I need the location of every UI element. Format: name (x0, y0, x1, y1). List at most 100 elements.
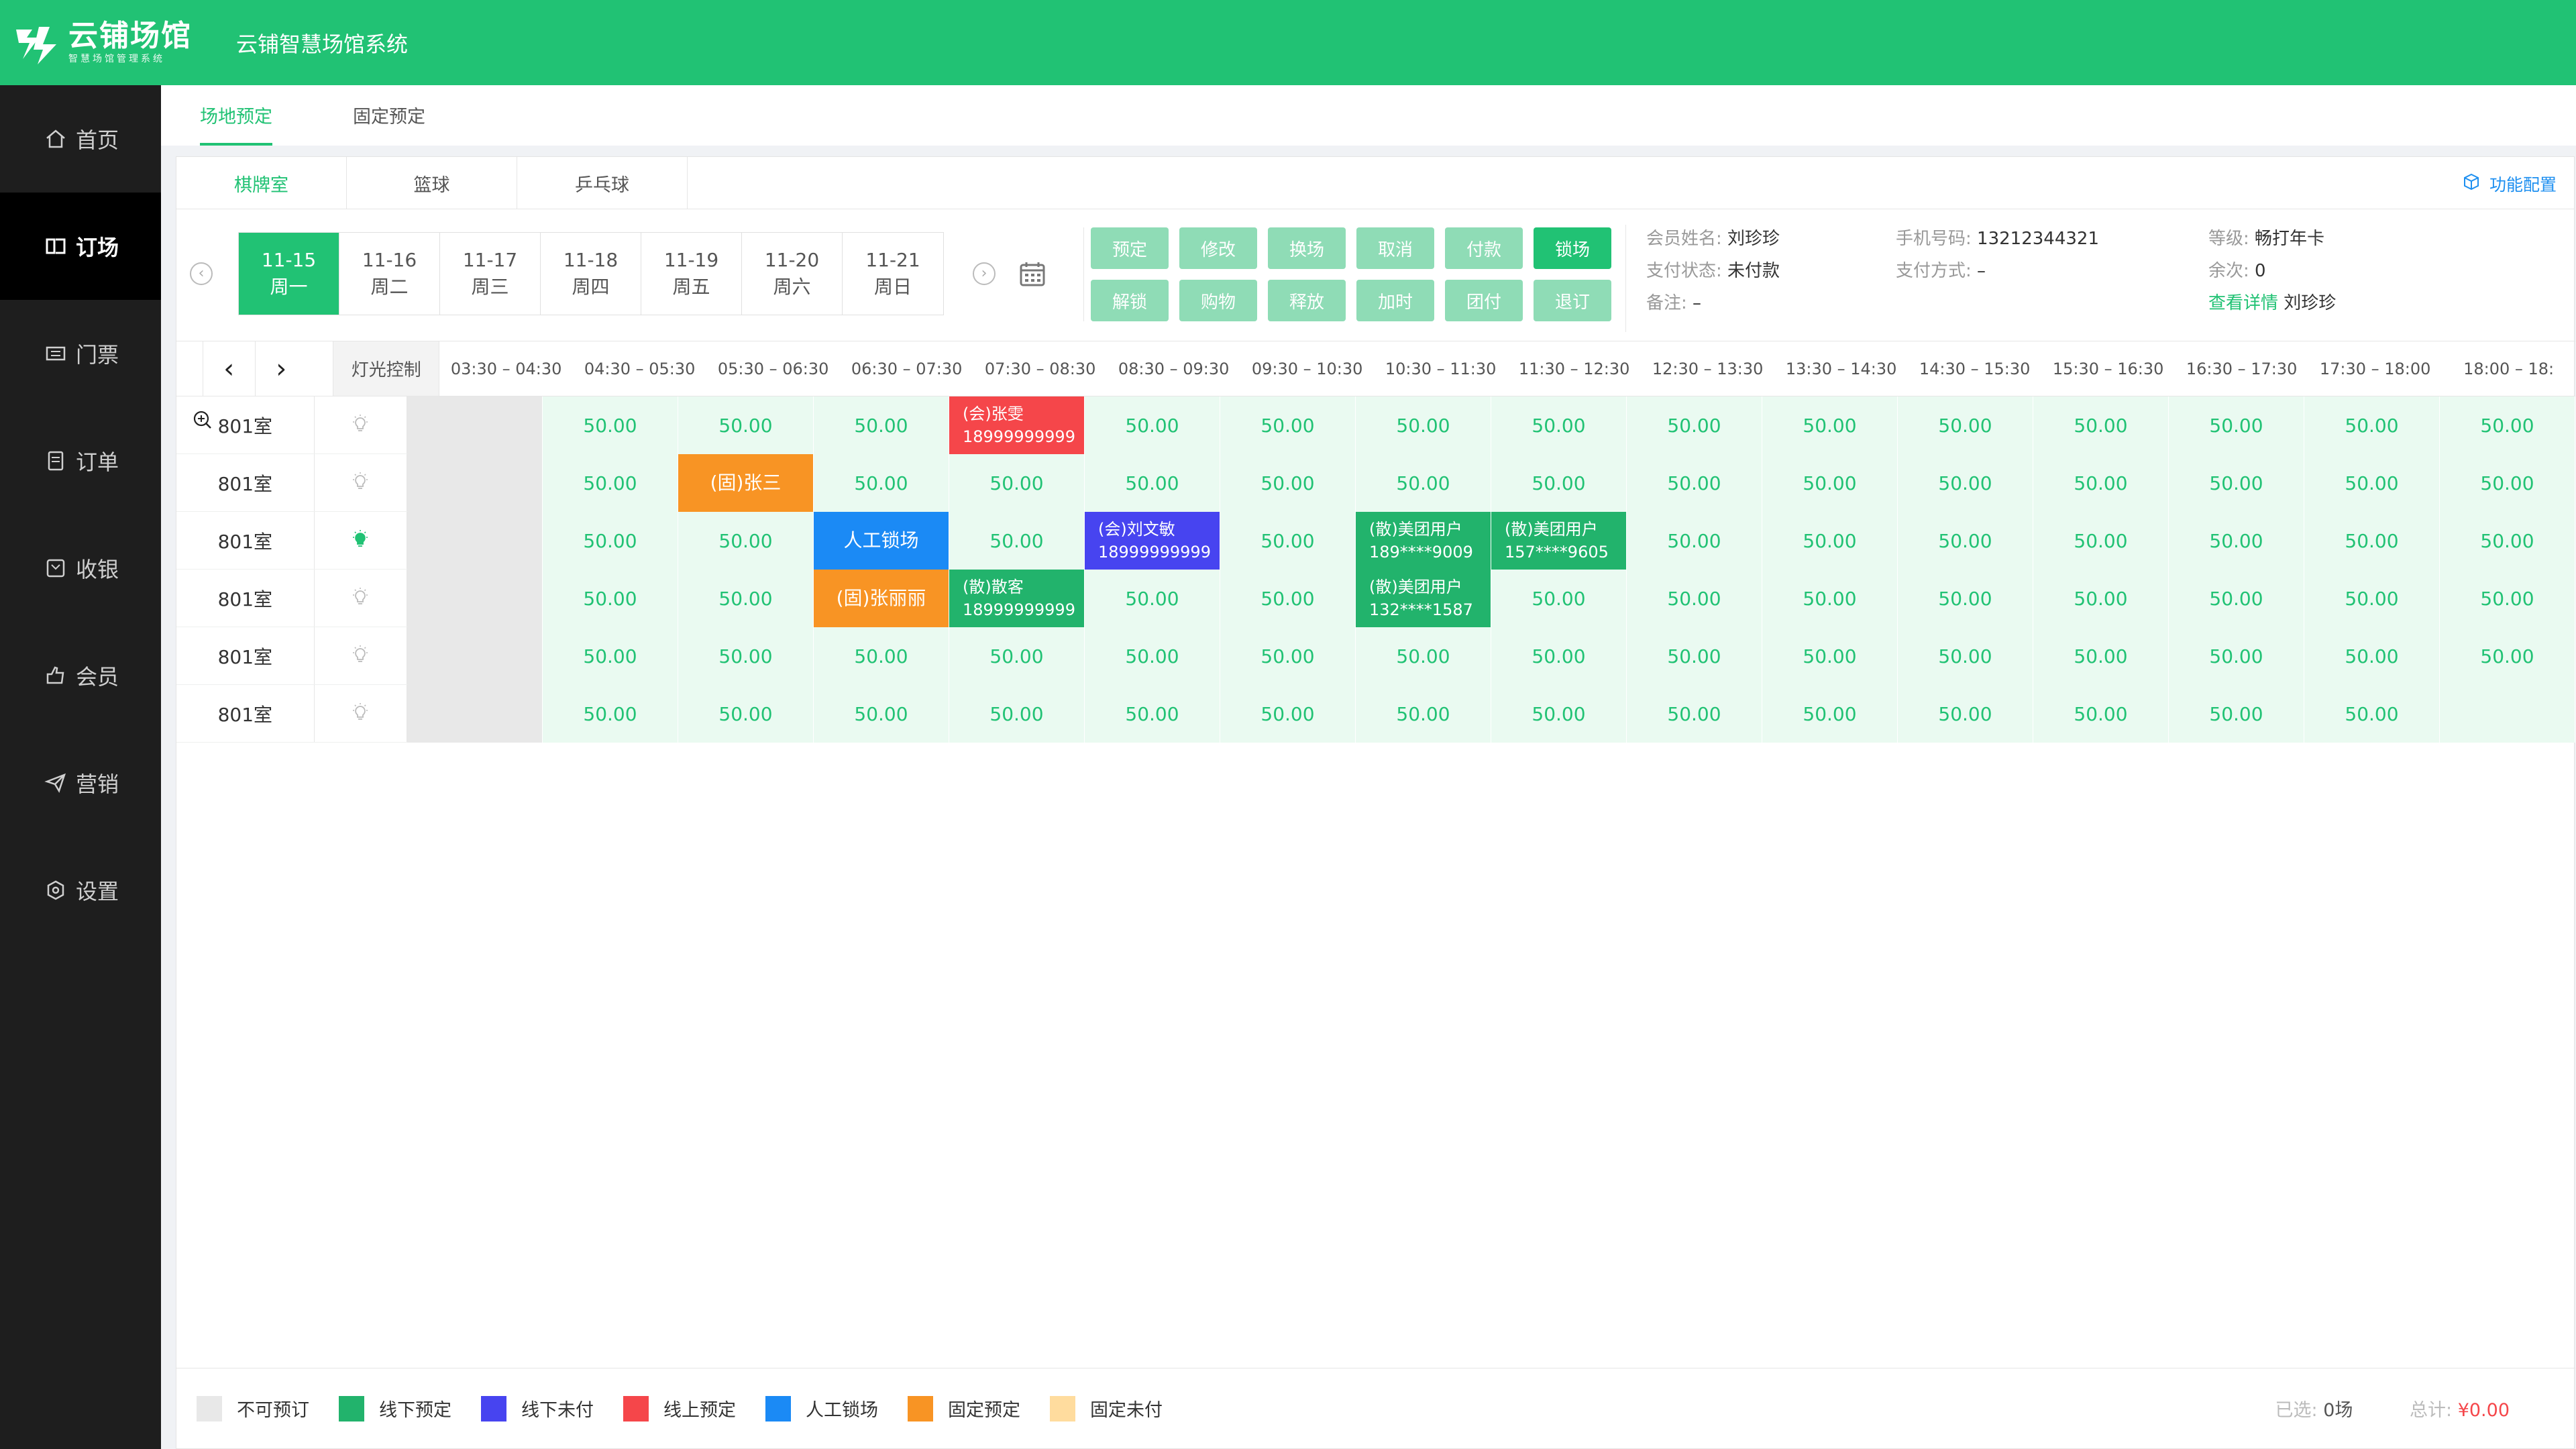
venue-tab-1[interactable]: 篮球 (347, 157, 517, 209)
zoom-in-icon[interactable] (193, 410, 213, 435)
light-toggle[interactable] (315, 512, 407, 569)
action-button[interactable]: 取消 (1356, 227, 1434, 269)
available-slot[interactable]: 50.00 (2304, 396, 2440, 454)
available-slot[interactable]: 50.00 (1627, 685, 1762, 743)
action-button[interactable]: 团付 (1445, 280, 1523, 321)
available-slot[interactable]: 50.00 (2033, 627, 2169, 685)
available-slot[interactable]: 50.00 (814, 685, 949, 743)
venue-tab-0[interactable]: 棋牌室 (176, 157, 347, 209)
action-button[interactable]: 解锁 (1091, 280, 1169, 321)
available-slot[interactable]: 50.00 (1898, 627, 2033, 685)
available-slot[interactable]: 50.00 (2440, 512, 2575, 570)
action-button[interactable]: 购物 (1179, 280, 1257, 321)
available-slot[interactable]: 50.00 (2304, 570, 2440, 627)
booked-slot[interactable]: (散)散客 18999999999 (949, 570, 1085, 627)
available-slot[interactable]: 50.00 (1898, 512, 2033, 570)
sidebar-item-0[interactable]: 首页 (0, 85, 161, 193)
available-slot[interactable]: 50.00 (543, 685, 678, 743)
available-slot[interactable]: 50.00 (2440, 570, 2575, 627)
available-slot[interactable]: 50.00 (1220, 685, 1356, 743)
sidebar-item-3[interactable]: 订单 (0, 407, 161, 515)
available-slot[interactable]: 50.00 (543, 454, 678, 512)
action-button[interactable]: 付款 (1445, 227, 1523, 269)
available-slot[interactable]: 50.00 (1898, 454, 2033, 512)
action-button[interactable]: 加时 (1356, 280, 1434, 321)
action-button[interactable]: 修改 (1179, 227, 1257, 269)
available-slot[interactable]: 50.00 (1762, 454, 1898, 512)
light-toggle[interactable] (315, 685, 407, 742)
available-slot[interactable]: 50.00 (949, 627, 1085, 685)
available-slot[interactable]: 50.00 (2169, 396, 2304, 454)
date-item[interactable]: 11-18 周四 (541, 233, 641, 315)
available-slot[interactable]: 50.00 (1220, 512, 1356, 570)
booked-slot[interactable]: (会)张雯 18999999999 (949, 396, 1085, 454)
scroll-right-button[interactable]: › (254, 341, 307, 396)
available-slot[interactable]: 50.00 (2033, 570, 2169, 627)
available-slot[interactable]: 50.00 (678, 570, 814, 627)
date-item[interactable]: 11-21 周日 (843, 233, 943, 315)
available-slot[interactable]: 50.00 (1491, 454, 1627, 512)
available-slot[interactable]: 50.00 (1627, 512, 1762, 570)
available-slot[interactable]: 50.00 (1085, 396, 1220, 454)
available-slot[interactable]: 50.00 (1762, 396, 1898, 454)
light-toggle[interactable] (315, 396, 407, 453)
available-slot[interactable]: 50.00 (2169, 627, 2304, 685)
sidebar-item-1[interactable]: 订场 (0, 193, 161, 300)
sidebar-item-4[interactable]: 收银 (0, 515, 161, 622)
available-slot[interactable]: 50.00 (2169, 454, 2304, 512)
available-slot[interactable]: 50.00 (2033, 685, 2169, 743)
available-slot[interactable]: 50.00 (2033, 396, 2169, 454)
prev-week-button[interactable]: ‹ (190, 262, 213, 285)
available-slot[interactable]: 50.00 (2304, 685, 2440, 743)
available-slot[interactable]: 50.00 (1085, 627, 1220, 685)
available-slot[interactable]: 50.00 (543, 512, 678, 570)
available-slot[interactable]: 50.00 (1491, 685, 1627, 743)
available-slot[interactable]: 50.00 (1627, 396, 1762, 454)
available-slot[interactable]: 50.00 (2440, 454, 2575, 512)
available-slot[interactable]: 50.00 (1356, 627, 1491, 685)
sidebar-item-6[interactable]: 营销 (0, 729, 161, 837)
available-slot[interactable]: 50.00 (1220, 454, 1356, 512)
available-slot[interactable]: 50.00 (1356, 454, 1491, 512)
date-item[interactable]: 11-15 周一 (239, 233, 339, 315)
sidebar-item-2[interactable]: 门票 (0, 300, 161, 407)
available-slot[interactable]: 50.00 (1627, 454, 1762, 512)
available-slot[interactable]: 50.00 (949, 454, 1085, 512)
venue-tab-2[interactable]: 乒乓球 (517, 157, 688, 209)
available-slot[interactable]: 50.00 (949, 512, 1085, 570)
available-slot[interactable]: 50.00 (814, 454, 949, 512)
light-toggle[interactable] (315, 570, 407, 627)
available-slot[interactable]: 50.00 (1085, 454, 1220, 512)
available-slot[interactable]: 50.00 (1220, 570, 1356, 627)
booked-slot[interactable]: (散)美团用户 132****1587 (1356, 570, 1491, 627)
available-slot[interactable]: 50.00 (1491, 396, 1627, 454)
action-button[interactable]: 换场 (1268, 227, 1346, 269)
booked-slot[interactable]: (散)美团用户 189****9009 (1356, 512, 1491, 570)
available-slot[interactable]: 50.00 (543, 627, 678, 685)
available-slot[interactable]: 50.00 (1762, 570, 1898, 627)
action-button[interactable]: 释放 (1268, 280, 1346, 321)
available-slot[interactable]: 50.00 (2440, 396, 2575, 454)
booked-slot[interactable]: 人工锁场 (814, 512, 949, 570)
action-button[interactable]: 预定 (1091, 227, 1169, 269)
available-slot[interactable]: 50.00 (1085, 685, 1220, 743)
available-slot[interactable]: 50.00 (1220, 396, 1356, 454)
available-slot[interactable]: 50.00 (678, 627, 814, 685)
action-button[interactable]: 退订 (1534, 280, 1611, 321)
available-slot[interactable]: 50.00 (2169, 570, 2304, 627)
available-slot[interactable]: 50.00 (1898, 685, 2033, 743)
sidebar-item-5[interactable]: 会员 (0, 622, 161, 729)
booked-slot[interactable]: (会)刘文敏 18999999999 (1085, 512, 1220, 570)
available-slot[interactable]: 50.00 (543, 570, 678, 627)
available-slot[interactable]: 50.00 (1491, 627, 1627, 685)
available-slot[interactable]: 50.00 (1356, 685, 1491, 743)
next-week-button[interactable]: › (973, 262, 996, 285)
available-slot[interactable]: 50.00 (2304, 454, 2440, 512)
available-slot[interactable]: 50.00 (2033, 454, 2169, 512)
action-button[interactable]: 锁场 (1534, 227, 1611, 269)
light-toggle[interactable] (315, 627, 407, 684)
available-slot[interactable]: 50.00 (1491, 570, 1627, 627)
available-slot[interactable]: 50.00 (2440, 627, 2575, 685)
top-tab-1[interactable]: 固定预定 (353, 107, 425, 127)
available-slot[interactable]: 50.00 (2169, 512, 2304, 570)
